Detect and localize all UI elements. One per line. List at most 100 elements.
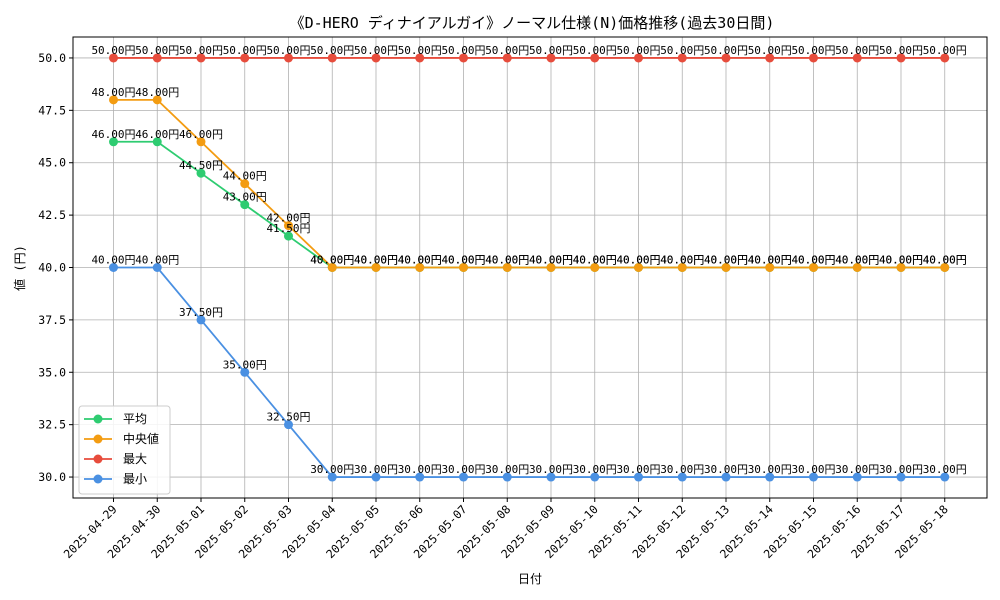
data-point <box>196 53 206 63</box>
data-point <box>721 53 731 63</box>
data-point <box>546 53 556 63</box>
data-label: 50.00円 <box>91 44 135 57</box>
data-label: 50.00円 <box>441 44 485 57</box>
data-label: 40.00円 <box>704 254 748 267</box>
data-label: 50.00円 <box>660 44 704 57</box>
data-label: 40.00円 <box>529 254 573 267</box>
x-axis: 2025-04-292025-04-302025-05-012025-05-02… <box>61 498 951 561</box>
data-point <box>852 263 862 272</box>
data-point <box>896 263 906 272</box>
data-label: 50.00円 <box>748 44 792 57</box>
data-label: 40.00円 <box>923 254 967 267</box>
data-label: 40.00円 <box>791 254 835 267</box>
series-layer <box>109 53 950 482</box>
data-label: 46.00円 <box>179 128 223 141</box>
legend-swatch-marker <box>93 414 103 424</box>
legend-swatch-marker <box>93 474 103 484</box>
data-label: 50.00円 <box>223 44 267 57</box>
data-point <box>284 420 293 430</box>
data-point <box>677 472 687 482</box>
data-label: 40.00円 <box>441 254 485 267</box>
data-label: 40.00円 <box>398 254 442 267</box>
data-label: 40.00円 <box>529 254 573 267</box>
data-label: 30.00円 <box>529 463 573 476</box>
data-label: 40.00円 <box>616 254 660 267</box>
data-point <box>590 53 600 63</box>
data-label: 50.00円 <box>616 44 660 57</box>
y-tick-label: 35.0 <box>38 365 66 379</box>
data-point <box>940 53 950 63</box>
data-label: 50.00円 <box>135 44 179 57</box>
data-label: 30.00円 <box>398 463 442 476</box>
data-label: 40.00円 <box>573 254 617 267</box>
y-tick-label: 45.0 <box>38 156 66 170</box>
data-label: 40.00円 <box>616 254 660 267</box>
y-tick-label: 50.0 <box>38 51 66 65</box>
data-label: 48.00円 <box>91 86 135 99</box>
data-point <box>634 263 643 272</box>
data-label: 44.00円 <box>223 170 267 183</box>
data-label: 40.00円 <box>748 254 792 267</box>
data-point <box>196 168 206 178</box>
data-label: 30.00円 <box>835 463 879 476</box>
data-point <box>721 472 731 482</box>
data-label: 30.00円 <box>354 463 398 476</box>
data-point <box>152 53 162 63</box>
data-point <box>896 53 906 63</box>
data-label: 30.00円 <box>485 463 529 476</box>
data-label: 40.00円 <box>398 254 442 267</box>
data-point <box>327 472 337 482</box>
data-point <box>896 472 906 482</box>
y-tick-label: 37.5 <box>38 313 66 327</box>
data-point <box>109 53 118 63</box>
data-label: 30.00円 <box>704 463 748 476</box>
data-label: 40.00円 <box>704 254 748 267</box>
data-point <box>809 472 818 482</box>
y-tick-label: 47.5 <box>38 103 66 117</box>
data-label: 30.00円 <box>573 463 617 476</box>
data-point <box>546 472 556 482</box>
data-label: 41.50円 <box>266 222 310 235</box>
data-point <box>765 53 775 63</box>
data-point <box>809 53 818 63</box>
data-point <box>634 53 643 63</box>
data-point <box>415 263 425 272</box>
x-axis-label: 日付 <box>518 572 542 586</box>
y-tick-label: 30.0 <box>38 470 66 484</box>
data-point <box>459 53 468 63</box>
data-label: 40.00円 <box>660 254 704 267</box>
data-label: 40.00円 <box>310 254 354 267</box>
data-label: 40.00円 <box>573 254 617 267</box>
legend-label: 平均 <box>123 412 147 426</box>
data-point <box>152 263 162 272</box>
data-point <box>940 263 950 272</box>
series-line <box>113 98 945 269</box>
data-point <box>415 472 425 482</box>
data-point <box>371 472 381 482</box>
data-label: 40.00円 <box>91 254 135 267</box>
data-point <box>327 53 337 63</box>
data-label: 43.00円 <box>223 191 267 204</box>
data-label: 30.00円 <box>660 463 704 476</box>
data-point <box>240 200 250 210</box>
data-point <box>196 315 206 325</box>
legend-label: 最小 <box>123 472 147 486</box>
data-label: 30.00円 <box>879 463 923 476</box>
data-point <box>502 53 512 63</box>
series-line <box>113 140 945 269</box>
data-label: 40.00円 <box>354 254 398 267</box>
legend-label: 最大 <box>123 452 147 466</box>
data-label: 50.00円 <box>398 44 442 57</box>
data-label: 35.00円 <box>223 358 267 371</box>
data-label: 30.00円 <box>616 463 660 476</box>
data-point <box>109 137 118 147</box>
y-axis: 30.0 32.5 35.0 37.5 40.0 42.5 45.0 47.5 50.0 <box>38 51 73 484</box>
data-point <box>809 263 818 272</box>
y-tick-label: 42.5 <box>38 208 66 222</box>
data-label: 50.00円 <box>573 44 617 57</box>
data-label: 48.00円 <box>135 86 179 99</box>
data-label: 50.00円 <box>835 44 879 57</box>
legend-box <box>78 405 171 495</box>
data-point <box>240 179 250 189</box>
